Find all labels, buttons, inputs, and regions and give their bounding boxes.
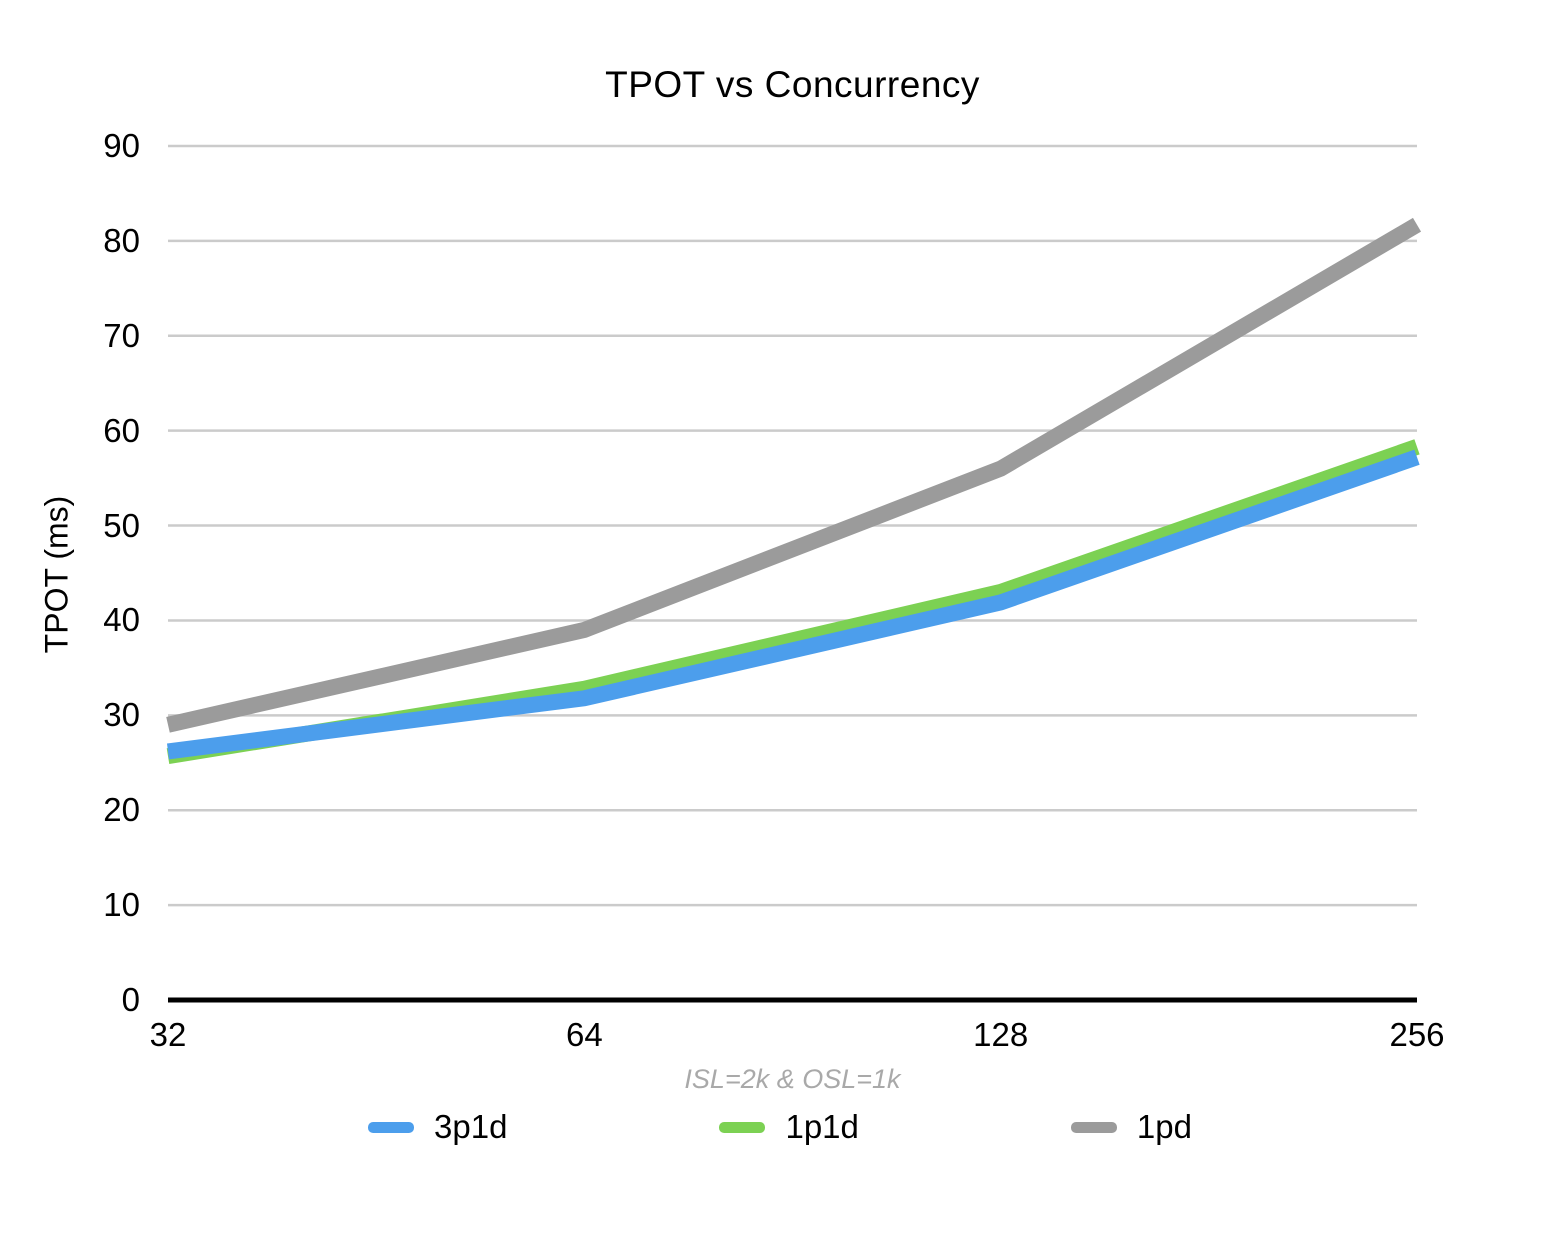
x-tick-label-64: 64 — [565, 1016, 603, 1053]
x-tick-label-128: 128 — [973, 1016, 1029, 1053]
y-tick-label-40: 40 — [103, 601, 140, 639]
legend-swatch-3p1d — [368, 1121, 415, 1133]
legend-item-1pd: 1pd — [1070, 1108, 1192, 1146]
y-tick-label-30: 30 — [103, 696, 140, 734]
legend-label-3p1d: 3p1d — [434, 1108, 508, 1145]
legend-swatch-1pd — [1070, 1121, 1117, 1133]
y-tick-label-0: 0 — [121, 981, 140, 1018]
y-tick-label-50: 50 — [103, 506, 140, 544]
series-line-1p1d — [166, 439, 1420, 765]
x-tick-label-256: 256 — [1389, 1016, 1445, 1053]
y-tick-label-80: 80 — [103, 221, 140, 259]
y-tick-label-20: 20 — [103, 791, 140, 829]
y-tick-label-70: 70 — [103, 316, 140, 354]
y-tick-label-60: 60 — [103, 411, 140, 449]
y-tick-label-10: 10 — [103, 886, 140, 924]
legend-label-1p1d: 1p1d — [785, 1108, 859, 1145]
y-tick-label-90: 90 — [103, 127, 140, 164]
chart-caption: ISL=2k & OSL=1k — [684, 1064, 901, 1094]
legend-swatch-1p1d — [719, 1121, 766, 1133]
series-line-3p1d — [166, 449, 1420, 760]
series-line-1pd — [166, 217, 1422, 733]
y-axis-title: TPOT (ms) — [38, 495, 75, 654]
legend-item-3p1d: 3p1d — [368, 1108, 507, 1146]
x-tick-label-32: 32 — [149, 1016, 187, 1053]
legend-item-1p1d: 1p1d — [719, 1108, 859, 1146]
chart-title: TPOT vs Concurrency — [605, 64, 980, 105]
legend: 3p1d 1p1d 1pd — [0, 1108, 1560, 1146]
legend-label-1pd: 1pd — [1136, 1108, 1192, 1145]
